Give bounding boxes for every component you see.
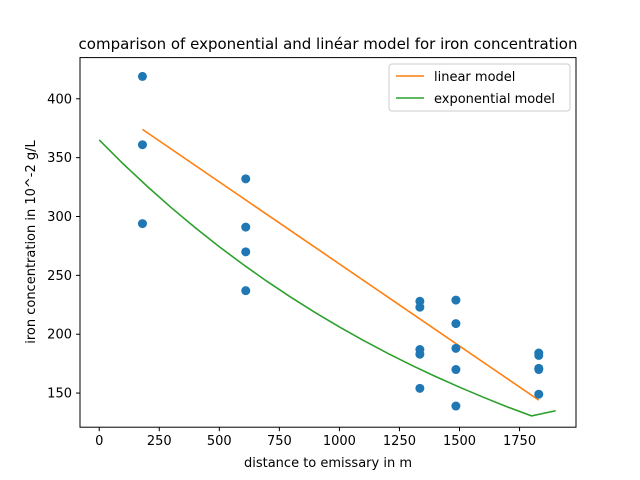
data-point-0 — [137, 71, 147, 81]
x-tick-label-4: 1000 — [323, 434, 356, 449]
data-point-2 — [137, 219, 147, 229]
data-point-21 — [534, 389, 544, 399]
y-axis-label: iron concentration in 10^-2 g/L — [24, 139, 39, 343]
y-tick-label-3: 300 — [47, 210, 72, 225]
legend-label-linear-model: linear model — [434, 70, 515, 85]
data-point-18 — [534, 350, 544, 360]
data-point-4 — [241, 222, 251, 232]
x-tick-label-6: 1500 — [443, 434, 476, 449]
data-point-6 — [241, 286, 251, 296]
data-point-10 — [415, 349, 425, 359]
x-tick-label-0: 0 — [95, 434, 103, 449]
data-marks — [98, 71, 556, 417]
y-tick-label-0: 150 — [47, 387, 72, 402]
series-line-1 — [98, 139, 556, 417]
data-point-12 — [451, 295, 461, 305]
data-point-16 — [451, 401, 461, 411]
x-axis-label: distance to emissary in m — [244, 456, 412, 471]
axis-ticks: 0 250 500 750 1000 1250 1500 1750 150 200 250 300 35… — [47, 92, 536, 449]
legend-label-exponential-model: exponential model — [434, 92, 555, 107]
data-point-1 — [137, 140, 147, 150]
x-tick-label-7: 1750 — [503, 434, 536, 449]
series-line-0 — [141, 128, 540, 401]
data-point-5 — [241, 247, 251, 257]
data-point-20 — [534, 365, 544, 375]
y-tick-label-4: 350 — [47, 151, 72, 166]
data-point-13 — [451, 319, 461, 329]
legend-box — [388, 63, 571, 112]
chart-title: comparison of exponential and linéar mod… — [79, 35, 578, 53]
data-point-14 — [451, 343, 461, 353]
x-tick-label-5: 1250 — [383, 434, 416, 449]
y-tick-label-1: 200 — [47, 328, 72, 343]
x-tick-label-2: 500 — [207, 434, 232, 449]
data-point-3 — [241, 174, 251, 184]
x-tick-label-1: 250 — [147, 434, 172, 449]
data-point-8 — [415, 302, 425, 312]
axes-frame — [79, 57, 577, 428]
y-tick-label-2: 250 — [47, 269, 72, 284]
y-tick-label-5: 400 — [47, 92, 72, 107]
data-point-15 — [451, 365, 461, 375]
legend: linear model exponential model — [388, 63, 571, 112]
x-tick-label-3: 750 — [267, 434, 292, 449]
data-point-11 — [415, 383, 425, 393]
